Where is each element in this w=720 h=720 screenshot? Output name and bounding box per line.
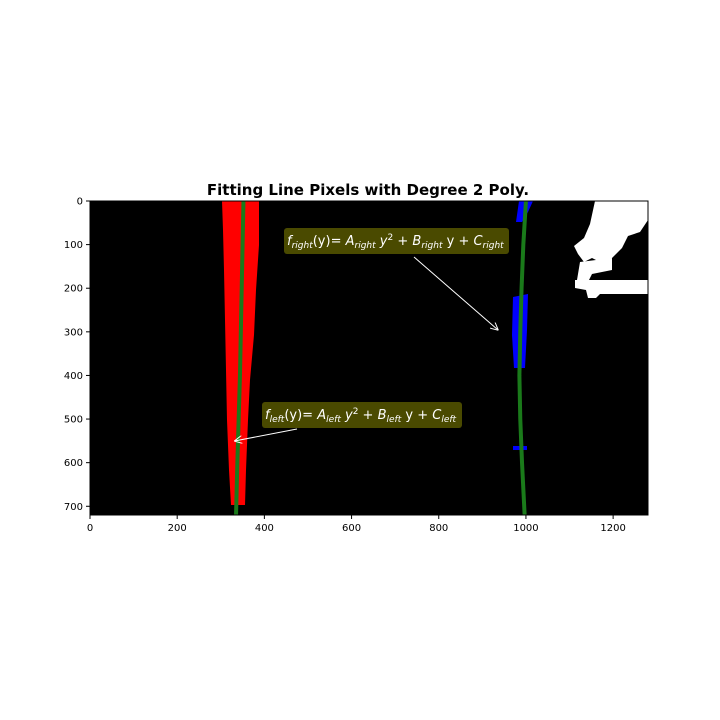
- annotation-left-text: fleft(y)= Aleft y2 + Bleft y + Cleft: [265, 407, 457, 425]
- annotation-left-piece: A: [316, 408, 326, 423]
- x-tick-label: 600: [342, 523, 361, 534]
- annotation-right-piece: right: [421, 241, 443, 251]
- annotation-right-piece: (y)=: [313, 234, 346, 249]
- annotation-left-piece: 2: [353, 407, 359, 417]
- fit-line-right: [517, 201, 528, 515]
- annotation-left-piece: left: [326, 415, 341, 425]
- annotation-right: fright(y)= Aright y2 + Bright y + Cright: [284, 228, 509, 330]
- other-pixels: [574, 201, 648, 262]
- axes-frame: [89, 200, 649, 516]
- annotation-right-arrow: [413, 256, 498, 330]
- x-tick-label: 400: [255, 523, 274, 534]
- annotation-left-piece: left: [270, 415, 285, 425]
- fit-line-left: [234, 201, 246, 515]
- annotation-right-piece: right: [292, 241, 314, 251]
- chart-title: Fitting Line Pixels with Degree 2 Poly.: [207, 181, 529, 199]
- annotation-right-piece: B: [412, 234, 421, 249]
- x-tick-label: 800: [429, 523, 448, 534]
- annotation-left: fleft(y)= Aleft y2 + Bleft y + Cleft: [235, 402, 462, 441]
- annotation-right-piece: y +: [442, 234, 473, 249]
- annotation-left-piece: left: [441, 415, 456, 425]
- other-pixels-mid: [576, 258, 612, 286]
- annotation-right-piece: +: [393, 234, 412, 249]
- annotation-left-box: [262, 402, 462, 428]
- annotation-right-piece: y: [376, 234, 388, 249]
- y-tick-label: 300: [64, 327, 83, 338]
- annotation-right-piece: right: [483, 241, 505, 251]
- annotation-left-piece: y: [341, 408, 353, 423]
- x-tick-label: 1000: [513, 523, 538, 534]
- annotation-left-piece: left: [387, 415, 402, 425]
- annotation-right-piece: C: [473, 234, 483, 249]
- x-tick-label: 200: [168, 523, 187, 534]
- x-tick-label: 0: [87, 523, 93, 534]
- annotation-right-piece: A: [345, 234, 355, 249]
- y-tick-label: 100: [64, 240, 83, 251]
- annotation-left-piece: +: [358, 408, 377, 423]
- annotation-right-piece: 2: [388, 233, 394, 243]
- annotation-left-piece: y +: [401, 408, 432, 423]
- y-tick-label: 700: [64, 502, 83, 513]
- annotation-right-piece: f: [287, 234, 294, 249]
- annotation-right-piece: right: [355, 241, 377, 251]
- annotation-left-arrow: [235, 428, 298, 441]
- y-tick-label: 200: [64, 284, 83, 295]
- annotation-left-piece: B: [378, 408, 387, 423]
- annotation-right-box: [284, 228, 509, 254]
- y-tick-label: 600: [64, 458, 83, 469]
- other-pixels-stripe: [575, 280, 648, 298]
- y-tick-label: 500: [64, 415, 83, 426]
- annotation-right-text: fright(y)= Aright y2 + Bright y + Cright: [287, 233, 504, 251]
- y-tick-label: 0: [77, 197, 83, 208]
- x-tick-label: 1200: [600, 523, 625, 534]
- annotation-left-piece: f: [265, 408, 272, 423]
- y-tick-label: 400: [64, 371, 83, 382]
- annotation-left-piece: (y)=: [284, 408, 317, 423]
- annotation-left-piece: C: [432, 408, 442, 423]
